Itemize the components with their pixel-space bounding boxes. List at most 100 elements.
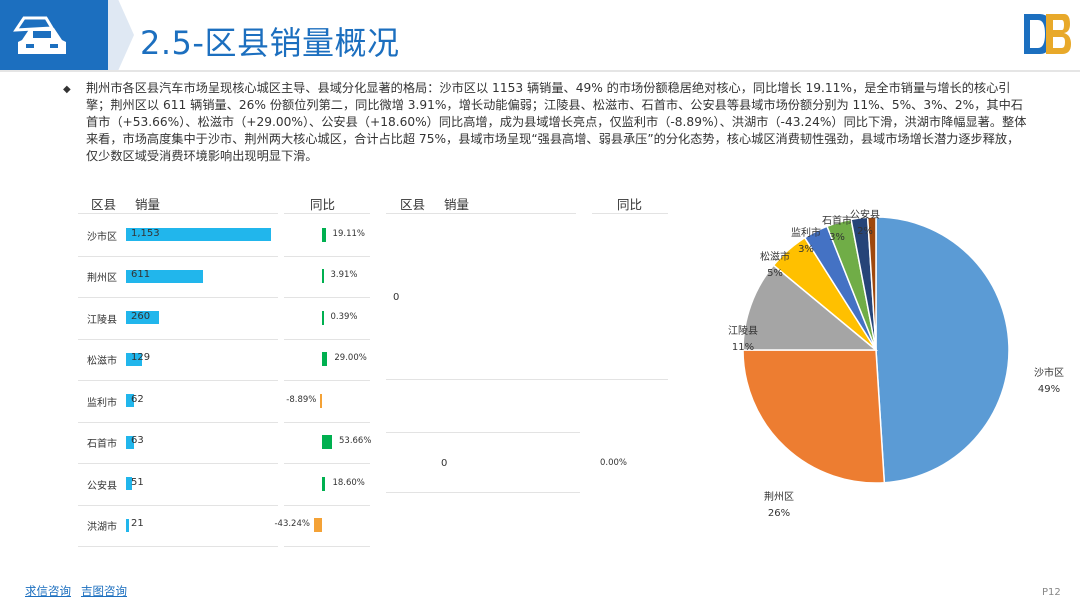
pie-label-value: 3% bbox=[829, 232, 845, 243]
row-line-yoy bbox=[284, 297, 370, 298]
sales-value: 260 bbox=[131, 310, 151, 322]
car-icon bbox=[13, 16, 66, 54]
row-line bbox=[78, 546, 278, 547]
row-district: 江陵县 bbox=[87, 314, 117, 326]
yoy-value: -8.89% bbox=[286, 394, 317, 405]
pie-label: 松滋市 5% bbox=[760, 250, 790, 282]
t2-value-c: 0.00% bbox=[600, 458, 628, 468]
sales-value: 63 bbox=[131, 435, 144, 447]
yoy-bar bbox=[322, 310, 324, 325]
yoy-value: 3.91% bbox=[330, 270, 358, 281]
pie-label: 公安县 2% bbox=[850, 208, 880, 240]
t2-header-line bbox=[386, 213, 576, 214]
yoy-value: 18.60% bbox=[332, 477, 365, 488]
pie-label: 沙市区 49% bbox=[1034, 366, 1064, 398]
footer-link-1[interactable]: 求信咨询 bbox=[25, 584, 71, 598]
pie-label-name: 荆州区 bbox=[764, 492, 794, 503]
sales-bar bbox=[126, 352, 143, 366]
yoy-value: 0.39% bbox=[330, 311, 358, 322]
t1-header-district: 区县 bbox=[91, 197, 117, 212]
row-district: 荆州区 bbox=[87, 273, 117, 285]
t1-header-yoy: 同比 bbox=[310, 197, 336, 212]
row-line-yoy bbox=[284, 546, 370, 547]
sales-value: 51 bbox=[131, 476, 144, 488]
yoy-value: 29.00% bbox=[334, 353, 367, 364]
sales-value: 129 bbox=[131, 352, 151, 364]
t2-row-line bbox=[386, 379, 668, 380]
sales-bar bbox=[126, 311, 159, 325]
sales-bar bbox=[126, 435, 134, 449]
row-line-yoy bbox=[284, 463, 370, 464]
page-number: P12 bbox=[1042, 587, 1061, 598]
sales-bar bbox=[126, 394, 134, 408]
t2-value-b: 0 bbox=[441, 458, 448, 469]
pie-slice bbox=[875, 216, 1010, 484]
row-line bbox=[78, 297, 278, 298]
row-district: 石首市 bbox=[87, 439, 117, 451]
row-district: 监利市 bbox=[87, 397, 117, 409]
yoy-bar bbox=[322, 435, 332, 450]
row-line bbox=[78, 421, 278, 423]
yoy-value: 53.66% bbox=[339, 436, 372, 447]
t2-header-line-yoy bbox=[592, 213, 668, 214]
header-divider bbox=[0, 70, 1080, 72]
yoy-bar bbox=[313, 518, 322, 533]
footer-link-2[interactable]: 吉图咨询 bbox=[81, 584, 127, 598]
pie-label-name: 公安县 bbox=[850, 210, 880, 221]
t1-header-sales: 销量 bbox=[135, 197, 161, 212]
t2-row-line-3 bbox=[386, 492, 580, 493]
row-line bbox=[78, 255, 278, 257]
sales-value: 62 bbox=[131, 393, 144, 405]
t2-header-sales: 销量 bbox=[444, 197, 470, 212]
t2-value-a: 0 bbox=[393, 292, 400, 303]
bullet-icon: ◆ bbox=[63, 84, 71, 95]
pie-slice bbox=[866, 216, 877, 351]
yoy-bar bbox=[322, 476, 326, 491]
pie-label-name: 沙市区 bbox=[1034, 368, 1064, 379]
pie-label-value: 49% bbox=[1037, 384, 1061, 395]
pie-chart: 沙市区 49% 荆州区 26% 江陵县 11% 松滋市 5% 监利市 3% 石首市 3% 公安县 2% bbox=[700, 190, 1070, 540]
pie-slice bbox=[742, 349, 886, 484]
sales-value: 611 bbox=[131, 269, 151, 281]
sales-value: 21 bbox=[131, 518, 144, 530]
brand-logo bbox=[1024, 14, 1071, 54]
sales-bar bbox=[126, 228, 271, 242]
pie-label: 石首市 3% bbox=[822, 214, 852, 246]
row-district: 公安县 bbox=[87, 480, 117, 492]
pie-label-name: 松滋市 bbox=[760, 252, 790, 263]
header-bar bbox=[0, 0, 1080, 70]
sales-bar bbox=[126, 477, 133, 491]
t2-header-district: 区县 bbox=[400, 197, 426, 212]
row-line-yoy bbox=[284, 504, 370, 506]
summary-text: 荆州市各区县汽车市场呈现核心城区主导、县域分化显著的格局：沙市区以 1153 辆… bbox=[86, 81, 1027, 163]
pie-label-value: 5% bbox=[767, 268, 783, 279]
t1-header-line-yoy bbox=[284, 213, 370, 214]
sales-value: 1,153 bbox=[131, 227, 160, 239]
yoy-bar bbox=[322, 227, 326, 242]
row-district: 洪湖市 bbox=[87, 522, 117, 534]
row-line bbox=[78, 380, 278, 381]
row-line-yoy bbox=[284, 380, 370, 381]
row-line bbox=[78, 463, 278, 464]
pie-label-value: 26% bbox=[767, 508, 791, 519]
row-line bbox=[78, 504, 278, 506]
pie-label-value: 2% bbox=[857, 226, 873, 237]
row-district: 沙市区 bbox=[87, 231, 117, 243]
page-title: 2.5-区县销量概况 bbox=[140, 24, 400, 62]
pie-label: 江陵县 11% bbox=[728, 324, 758, 356]
pie-label-name: 江陵县 bbox=[728, 326, 758, 337]
yoy-bar bbox=[322, 269, 324, 284]
pie-slice bbox=[742, 264, 879, 351]
pie-label-value: 11% bbox=[731, 342, 755, 353]
row-line-yoy bbox=[284, 255, 370, 257]
sales-bar bbox=[126, 518, 129, 532]
t1-header-line bbox=[78, 213, 278, 214]
row-line bbox=[78, 338, 278, 340]
pie-label-name: 石首市 bbox=[822, 216, 852, 227]
row-line-yoy bbox=[284, 421, 370, 423]
yoy-bar bbox=[322, 352, 328, 367]
t2-row-line-2 bbox=[386, 432, 580, 433]
pie-label-value: 3% bbox=[798, 244, 814, 255]
pie-svg bbox=[742, 216, 1010, 484]
pie-label-name: 监利市 bbox=[791, 228, 821, 239]
